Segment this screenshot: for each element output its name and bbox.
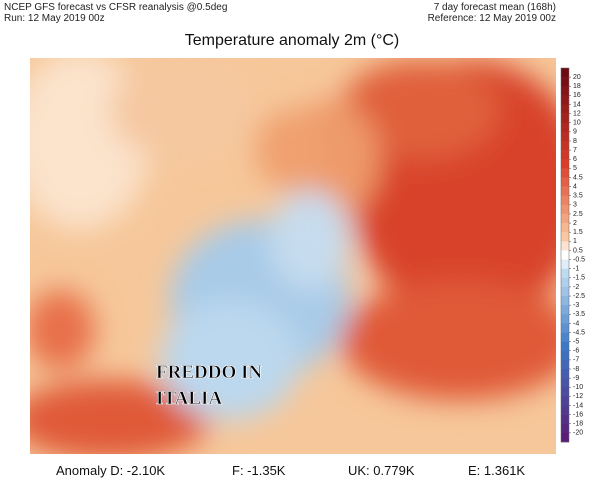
- colorbar-label: -4.5: [573, 329, 585, 336]
- colorbar-cell: [561, 387, 569, 397]
- colorbar-label: 2.5: [573, 211, 583, 218]
- colorbar-label: -5: [573, 339, 579, 346]
- colorbar-label: -16: [573, 411, 583, 418]
- colorbar-label: -3: [573, 302, 579, 309]
- colorbar-cell: [561, 150, 569, 160]
- colorbar-cell: [561, 86, 569, 96]
- stat: UK: 0.779K: [348, 463, 415, 478]
- colorbar-cell: [561, 332, 569, 342]
- colorbar-label: 20: [573, 74, 581, 81]
- colorbar-label: 1: [573, 238, 577, 245]
- colorbar-cell: [561, 305, 569, 315]
- map: [30, 58, 556, 454]
- colorbar-label: 14: [573, 101, 581, 108]
- colorbar-label: 3.5: [573, 193, 583, 200]
- colorbar-label: 10: [573, 120, 581, 127]
- colorbar-label: 6: [573, 156, 577, 163]
- colorbar-cell: [561, 268, 569, 279]
- colorbar-cell: [561, 314, 569, 324]
- colorbar-cell: [561, 95, 569, 105]
- colorbar-label: 2: [573, 220, 577, 227]
- colorbar-label: 9: [573, 129, 577, 136]
- annotation: ITALIA: [156, 388, 222, 409]
- colorbar-label: -12: [573, 393, 583, 400]
- colorbar-label: 8: [573, 138, 577, 145]
- colorbar-frame: [560, 67, 570, 443]
- colorbar-cell: [561, 68, 569, 78]
- colorbar-cell: [561, 286, 569, 297]
- colorbar-cell: [561, 77, 569, 87]
- colorbar-label: -2: [573, 284, 579, 291]
- colorbar-cell: [561, 341, 569, 352]
- colorbar-cell: [561, 350, 569, 361]
- colorbar-label: -6: [573, 348, 579, 355]
- colorbar-cell: [561, 432, 569, 443]
- colorbar-label: -20: [573, 430, 583, 437]
- colorbar-label: -0.5: [573, 256, 585, 263]
- header-right: Reference: 12 May 2019 00z: [428, 13, 556, 24]
- colorbar-cell: [561, 223, 569, 233]
- colorbar-cell: [561, 296, 569, 306]
- colorbar-label: 4.5: [573, 174, 583, 181]
- colorbar-cell: [561, 122, 569, 133]
- header-right: 7 day forecast mean (168h): [434, 2, 556, 13]
- colorbar-cell: [561, 423, 569, 434]
- colorbar-label: -8: [573, 366, 579, 373]
- colorbar-label: 7: [573, 147, 577, 154]
- colorbar-cell: [561, 369, 569, 379]
- stat: Anomaly D: -2.10K: [56, 463, 165, 478]
- colorbar-cell: [561, 378, 569, 388]
- colorbar-cell: [561, 259, 569, 269]
- header-left: Run: 12 May 2019 00z: [4, 13, 105, 24]
- colorbar-label: -3.5: [573, 311, 585, 318]
- colorbar-label: -2.5: [573, 293, 585, 300]
- colorbar-cell: [561, 168, 569, 178]
- stat: E: 1.361K: [468, 463, 525, 478]
- colorbar-label: 5: [573, 165, 577, 172]
- colorbar-label: -7: [573, 357, 579, 364]
- colorbar-label: 12: [573, 110, 581, 117]
- colorbar-cell: [561, 113, 569, 124]
- colorbar-cell: [561, 250, 569, 260]
- annotation: FREDDO IN: [156, 362, 262, 383]
- colorbar-label: 18: [573, 83, 581, 90]
- colorbar-cell: [561, 159, 569, 169]
- colorbar-label: 0.5: [573, 247, 583, 254]
- header-left: NCEP GFS forecast vs CFSR reanalysis @0.…: [4, 2, 227, 13]
- colorbar-cell: [561, 396, 569, 406]
- colorbar-label: -14: [573, 402, 583, 409]
- colorbar-cell: [561, 195, 569, 206]
- colorbar-label: 16: [573, 92, 581, 99]
- colorbar-label: -4: [573, 320, 579, 327]
- colorbar-cell: [561, 186, 569, 197]
- colorbar-label: -10: [573, 384, 583, 391]
- colorbar-cell: [561, 405, 569, 415]
- colorbar-cell: [561, 140, 569, 151]
- colorbar-label: -1: [573, 266, 579, 273]
- colorbar-cell: [561, 204, 569, 215]
- stat: F: -1.35K: [232, 463, 286, 478]
- colorbar-cell: [561, 414, 569, 425]
- colorbar-label: -9: [573, 375, 579, 382]
- colorbar: 20 18 16 14 12 10 9 8 7 6 5 4.5 4 3.5 3 2.5 2 1.5 1 0.5 -0.5…: [560, 67, 585, 443]
- colorbar-cell: [561, 232, 569, 242]
- colorbar-label: 1.5: [573, 229, 583, 236]
- colorbar-cell: [561, 177, 569, 187]
- colorbar-cell: [561, 241, 569, 251]
- colorbar-cell: [561, 359, 569, 370]
- colorbar-label: -1.5: [573, 275, 585, 282]
- colorbar-label: 3: [573, 202, 577, 209]
- colorbar-cell: [561, 213, 569, 224]
- colorbar-cell: [561, 104, 569, 114]
- colorbar-cell: [561, 131, 569, 142]
- title: Temperature anomaly 2m (°C): [185, 32, 399, 49]
- colorbar-label: 4: [573, 183, 577, 190]
- colorbar-cell: [561, 323, 569, 333]
- colorbar-label: -18: [573, 421, 583, 428]
- colorbar-cell: [561, 277, 569, 288]
